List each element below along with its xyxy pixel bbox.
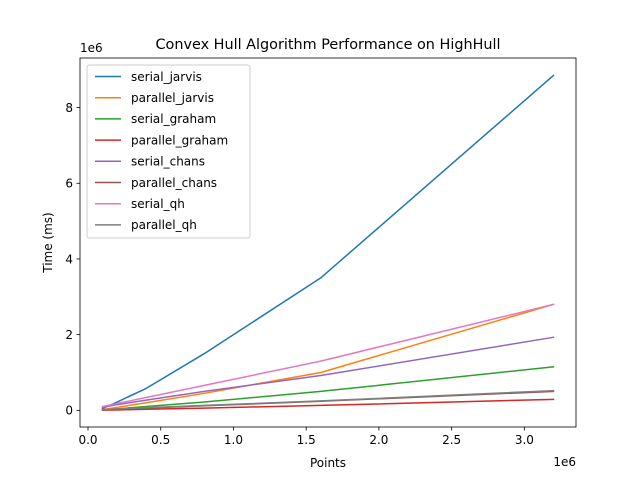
y-axis: 0 2 4 6 8 bbox=[65, 101, 80, 418]
legend-label: serial_graham bbox=[131, 112, 216, 126]
x-tick-label: 0.0 bbox=[78, 433, 97, 447]
legend-label: serial_chans bbox=[131, 155, 205, 169]
series-line-parallel-qh bbox=[101, 389, 555, 411]
y-tick-label: 2 bbox=[65, 328, 73, 342]
y-tick-label: 0 bbox=[65, 404, 73, 418]
x-axis: 0.0 0.5 1.0 1.5 2.0 2.5 3.0 bbox=[78, 427, 534, 447]
legend-label: parallel_graham bbox=[131, 133, 228, 147]
legend-label: serial_qh bbox=[131, 197, 185, 211]
legend-label: parallel_chans bbox=[131, 176, 217, 190]
legend-label: parallel_jarvis bbox=[131, 91, 214, 105]
x-axis-label: Points bbox=[310, 456, 346, 470]
series-line-parallel-jarvis bbox=[101, 303, 555, 411]
chart-title: Convex Hull Algorithm Performance on Hig… bbox=[155, 37, 500, 53]
y-axis-offset-label: 1e6 bbox=[80, 41, 103, 55]
x-axis-offset-label: 1e6 bbox=[553, 455, 576, 469]
x-tick-label: 0.5 bbox=[151, 433, 170, 447]
x-tick-label: 3.0 bbox=[515, 433, 534, 447]
x-tick-label: 1.0 bbox=[224, 433, 243, 447]
y-tick-label: 6 bbox=[65, 177, 73, 191]
series-line-serial-chans bbox=[101, 336, 555, 409]
series-line-serial-jarvis bbox=[101, 74, 555, 410]
legend-label: serial_jarvis bbox=[131, 70, 202, 84]
legend-label: parallel_qh bbox=[131, 218, 197, 232]
x-tick-label: 1.5 bbox=[297, 433, 316, 447]
x-tick-label: 2.0 bbox=[369, 433, 388, 447]
plot-frame bbox=[79, 57, 577, 428]
series-line-serial-qh bbox=[101, 303, 555, 408]
legend-box bbox=[86, 64, 251, 239]
series-layer bbox=[101, 74, 555, 411]
x-tick-label: 2.5 bbox=[442, 433, 461, 447]
y-axis-label: Time (ms) bbox=[41, 212, 55, 274]
y-tick-label: 8 bbox=[65, 101, 73, 115]
y-tick-label: 4 bbox=[65, 252, 73, 266]
legend: serial_jarvis parallel_jarvis serial_graha… bbox=[86, 64, 251, 239]
